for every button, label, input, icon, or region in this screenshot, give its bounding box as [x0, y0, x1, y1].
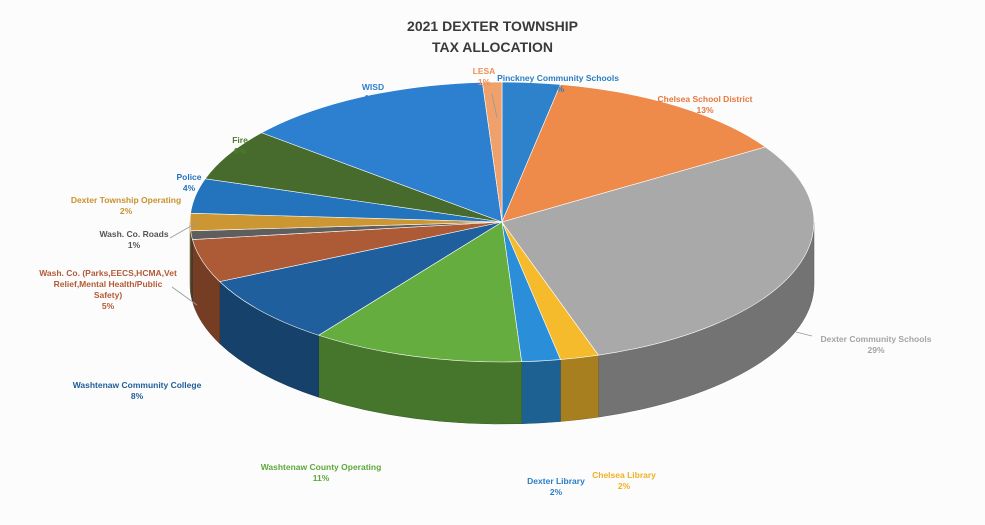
slice-label-chelsea-library: Chelsea Library: [592, 470, 656, 480]
pie-tops: [189, 81, 815, 363]
pie-slice-washtenaw-community-college: [219, 221, 503, 336]
chart-title: 2021 DEXTER TOWNSHIP TAX ALLOCATION: [0, 16, 985, 58]
slice-label-lesa: LESA: [473, 66, 496, 76]
leader-line-wash-co-parks-eecs-hcma-vet-relief-mental-health-public-safety: [171, 286, 198, 306]
chart-title-line-1: 2021 DEXTER TOWNSHIP: [407, 18, 578, 34]
slice-label-police: Police: [176, 172, 201, 182]
slice-pct-wash-co-roads: 1%: [128, 240, 141, 250]
slice-pct-dexter-township-operating: 2%: [120, 206, 133, 216]
slice-pct-wash-co-parks-eecs-hcma-vet-relief-mental-health-public-safety: 5%: [102, 301, 115, 311]
slice-label-wash-co-parks-eecs-hcma-vet-relief-mental-health-public-safety-line-2: Relief,Mental Health/Public: [54, 279, 163, 289]
pie-slice-wisd: [260, 81, 503, 223]
pie-sides: [189, 221, 815, 425]
pie-side-chelsea-library: [560, 354, 599, 422]
slice-label-pinckney-community-schools: Pinckney Community Schools: [497, 73, 619, 83]
pie-side-dexter-township-operating: [189, 221, 191, 293]
slice-pct-police: 4%: [183, 183, 196, 193]
slice-label-wash-co-parks-eecs-hcma-vet-relief-mental-health-public-safety-line-1: Wash. Co. (Parks,EECS,HCMA,Vet: [39, 268, 177, 278]
slice-label-fire: Fire: [232, 135, 248, 145]
pie-slice-chelsea-school-district: [501, 84, 767, 223]
leader-lines: [169, 93, 813, 337]
leader-line-lesa: [491, 93, 498, 119]
leader-line-wash-co-roads: [169, 221, 199, 239]
slice-pct-wisd: 13%: [364, 93, 381, 103]
pie-slice-washtenaw-county-operating: [317, 221, 522, 363]
slice-pct-chelsea-library: 2%: [618, 481, 631, 491]
pie-slice-dexter-community-schools: [501, 146, 815, 356]
slice-pct-lesa: 1%: [478, 77, 491, 87]
slice-pct-pinckney-community-schools: 3%: [552, 84, 565, 94]
slice-label-dexter-community-schools: Dexter Community Schools: [821, 334, 932, 344]
slice-label-wash-co-roads: Wash. Co. Roads: [99, 229, 168, 239]
slice-pct-dexter-community-schools: 29%: [867, 345, 884, 355]
pie-side-wash-co-roads: [190, 230, 193, 302]
slice-pct-dexter-library: 2%: [550, 487, 563, 497]
slice-label-washtenaw-county-operating: Washtenaw County Operating: [261, 462, 382, 472]
slice-pct-chelsea-school-district: 13%: [696, 105, 713, 115]
leader-line-dexter-community-schools: [795, 331, 813, 337]
slice-label-dexter-township-operating: Dexter Township Operating: [71, 195, 181, 205]
slice-label-wisd: WISD: [362, 82, 384, 92]
slice-pct-washtenaw-county-operating: 11%: [313, 473, 330, 483]
slice-label-chelsea-school-district: Chelsea School District: [658, 94, 753, 104]
chart-title-line-2: TAX ALLOCATION: [431, 39, 554, 55]
slice-pct-fire: 6%: [234, 146, 247, 156]
pie-side-dexter-library: [521, 359, 561, 424]
slice-pct-washtenaw-community-college: 8%: [131, 391, 144, 401]
slice-label-wash-co-parks-eecs-hcma-vet-relief-mental-health-public-safety-line-3: Safety): [94, 290, 123, 300]
slice-label-washtenaw-community-college: Washtenaw Community College: [73, 380, 202, 390]
slice-label-dexter-library: Dexter Library: [527, 476, 585, 486]
